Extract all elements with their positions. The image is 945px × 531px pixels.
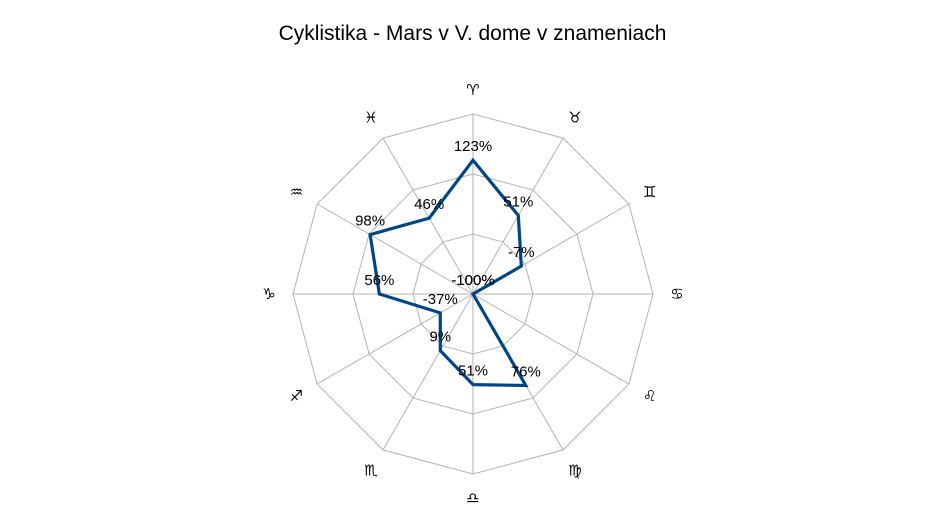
grid-spoke xyxy=(316,293,474,385)
data-label: 76% xyxy=(511,363,541,380)
category-label: ♒ xyxy=(290,183,303,201)
category-label: ♑ xyxy=(262,285,275,303)
category-label: ♌ xyxy=(643,387,656,405)
category-label: ♋ xyxy=(670,285,683,303)
data-label: 51% xyxy=(458,363,488,380)
data-label: 98% xyxy=(355,213,385,230)
data-label: 56% xyxy=(364,272,394,289)
data-label: 123% xyxy=(454,138,492,155)
data-label: -100% xyxy=(451,272,494,289)
data-label: -100% xyxy=(451,272,494,289)
data-label: -37% xyxy=(423,291,458,308)
category-label: ♉ xyxy=(568,108,581,126)
category-label: ♈ xyxy=(466,81,479,99)
grid-spoke xyxy=(472,293,630,385)
data-label: -7% xyxy=(508,244,535,261)
grid-spoke xyxy=(382,137,474,295)
category-label: ♍ xyxy=(568,462,581,480)
data-label: 46% xyxy=(414,196,444,213)
series-line xyxy=(368,157,529,388)
category-label: ♏ xyxy=(364,462,378,480)
category-label: ♓ xyxy=(364,108,377,126)
chart-title: Cyklistika - Mars v V. dome v znameniach xyxy=(278,22,667,45)
category-label: ♎ xyxy=(466,489,479,507)
category-label: ♊ xyxy=(643,183,656,201)
category-label: ♐ xyxy=(290,387,303,405)
data-label: 9% xyxy=(429,329,451,346)
data-label: 51% xyxy=(503,194,533,211)
grid-spoke xyxy=(316,203,474,295)
grid-spoke xyxy=(382,293,474,451)
